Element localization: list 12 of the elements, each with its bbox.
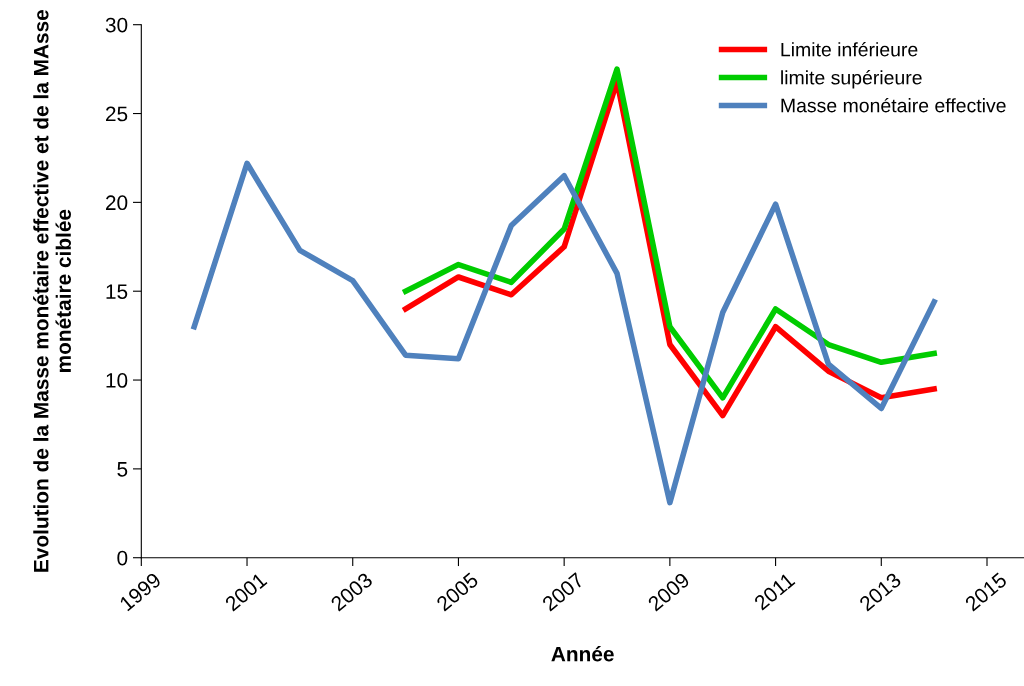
y-tick-label: 15 bbox=[106, 284, 128, 299]
y-tick-label: 25 bbox=[106, 106, 128, 122]
x-axis-title: Année bbox=[551, 645, 614, 662]
legend-label: limite supérieure bbox=[781, 70, 922, 89]
y-tick-label: 0 bbox=[117, 550, 128, 566]
y-tick-label: 20 bbox=[106, 195, 128, 211]
legend-label: Masse monétaire effective bbox=[781, 97, 1006, 113]
y-tick-label: 30 bbox=[105, 17, 128, 33]
legend-label: Limite inférieure bbox=[781, 41, 918, 57]
y-tick-label: 10 bbox=[106, 373, 128, 388]
y-tick-label: 5 bbox=[117, 462, 128, 477]
y-axis-title: Evolution de la Masse monétaire effective et de la MAsse monétaire ciblée bbox=[33, 9, 71, 572]
